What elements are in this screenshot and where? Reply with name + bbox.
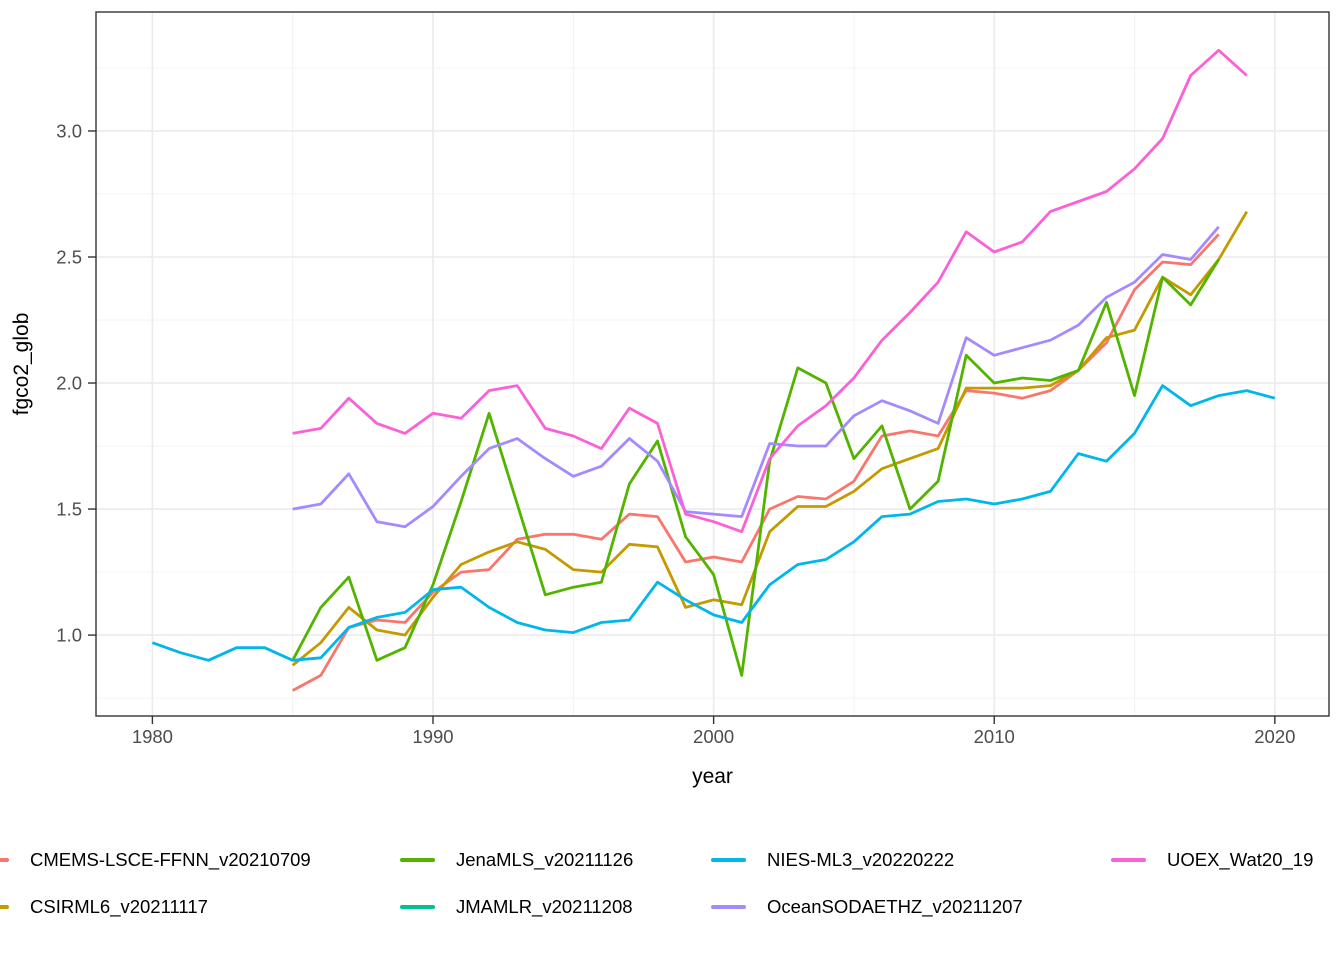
x-tick-label: 2010	[974, 726, 1015, 747]
legend-item-CMEMS-LSCE-FFNN_v20210709: CMEMS-LSCE-FFNN_v20210709	[0, 847, 311, 873]
panel-border	[95, 11, 1330, 717]
legend-label: JMAMLR_v20211208	[456, 896, 633, 917]
legend-label: UOEX_Wat20_19	[1167, 849, 1314, 870]
legend-key-line	[0, 905, 9, 909]
legend-key-line	[711, 905, 746, 909]
series-line-NIES-ML3_v20220222	[151, 384, 1276, 662]
x-tick-label: 1980	[132, 726, 173, 747]
legend-label: CMEMS-LSCE-FFNN_v20210709	[30, 849, 311, 870]
legend-item-OceanSODAETHZ_v20211207: OceanSODAETHZ_v20211207	[711, 894, 1023, 920]
plot-panel	[96, 12, 1329, 716]
y-tick-label: 3.0	[56, 120, 82, 141]
legend-key-line	[1111, 858, 1146, 862]
legend-key-line	[400, 905, 435, 909]
y-tick-label: 1.5	[56, 499, 82, 520]
y-tick-label: 2.0	[56, 373, 82, 394]
legend-item-NIES-ML3_v20220222: NIES-ML3_v20220222	[711, 847, 954, 873]
series-line-JenaMLS_v20211126	[291, 258, 1220, 677]
x-axis-title: year	[692, 765, 733, 788]
legend-key-line	[0, 858, 9, 862]
legend-label: OceanSODAETHZ_v20211207	[767, 896, 1023, 917]
legend-label: NIES-ML3_v20220222	[767, 849, 955, 870]
series-line-CSIRML6_v20211117	[291, 210, 1249, 667]
y-axis-title: fgco2_glob	[10, 313, 33, 416]
x-tick-label: 2020	[1254, 726, 1295, 747]
legend-key-line	[400, 858, 435, 862]
series-line-UOEX_Wat20_19	[292, 48, 1248, 534]
legend-item-UOEX_Wat20_19: UOEX_Wat20_19	[1111, 847, 1344, 873]
legend-item-JMAMLR_v20211208: JMAMLR_v20211208	[400, 894, 633, 920]
y-tick-label: 2.5	[56, 247, 82, 268]
legend-label: JenaMLS_v20211126	[456, 849, 634, 870]
legend-item-CSIRML6_v20211117: CSIRML6_v20211117	[0, 894, 208, 920]
series-line-OceanSODAETHZ_v20211207	[292, 225, 1220, 529]
legend-label: CSIRML6_v20211117	[30, 896, 208, 917]
legend-item-JenaMLS_v20211126: JenaMLS_v20211126	[400, 847, 633, 873]
x-tick-label: 1990	[412, 726, 453, 747]
y-tick-label: 1.0	[56, 625, 82, 646]
x-tick-label: 2000	[693, 726, 734, 747]
line-chart: 1980 1990 2000 2010 2020 1.0 1.5 2.0 2.5 3.0 year f…	[10, 11, 1330, 788]
legend-key-line	[711, 858, 746, 862]
